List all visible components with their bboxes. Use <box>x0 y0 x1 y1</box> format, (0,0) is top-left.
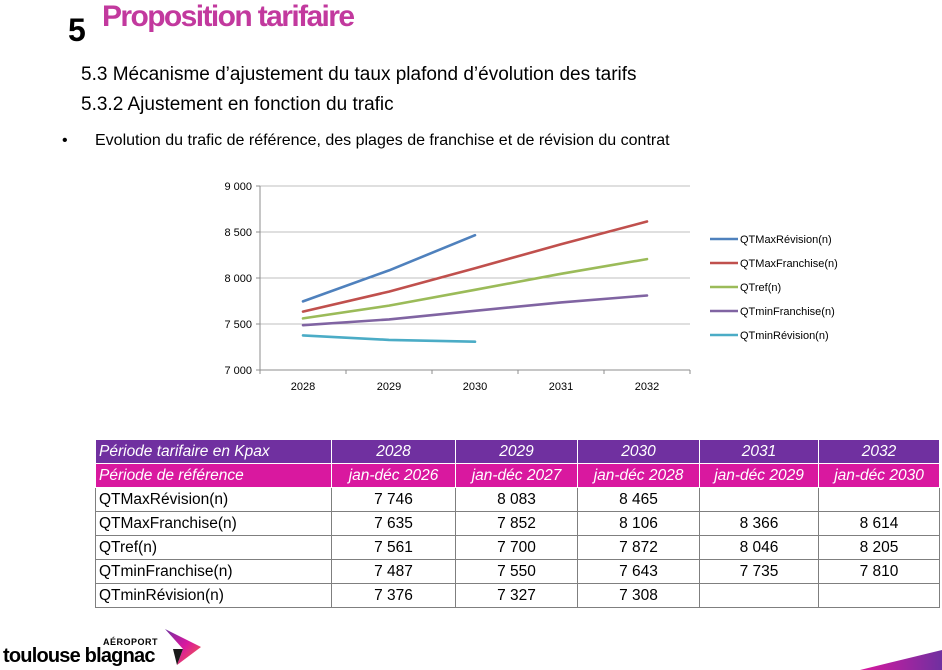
row-label: QTMaxRévision(n) <box>95 487 332 512</box>
table-cell: 7 327 <box>455 583 578 608</box>
legend-entry: QTMaxRévision(n) <box>740 234 832 246</box>
x-axis-tick-labels: 2028 2029 2030 2031 2032 <box>291 381 659 393</box>
table-cell <box>818 487 940 512</box>
series-line <box>301 257 649 320</box>
row-label: QTref(n) <box>95 535 332 560</box>
table-cell: 8 366 <box>699 511 819 536</box>
table-header-row-tariff-period: Période tarifaire en Kpax 2028 2029 2030… <box>95 439 940 464</box>
legend-entry: QTMaxFranchise(n) <box>740 258 838 270</box>
legend-entry: QTref(n) <box>740 282 781 294</box>
table-cell: 8 465 <box>577 487 700 512</box>
x-tick-label: 2032 <box>635 381 659 393</box>
table-cell: 7 700 <box>455 535 578 560</box>
x-tick-label: 2030 <box>463 381 487 393</box>
airport-logo-icon <box>165 629 201 665</box>
table-cell: 7 376 <box>331 583 456 608</box>
chart-series-lines <box>301 220 649 343</box>
table-cell <box>699 583 819 608</box>
bullet-text: Evolution du trafic de référence, des pl… <box>95 132 670 149</box>
table-cell <box>699 487 819 512</box>
table-cell: 7 308 <box>577 583 700 608</box>
table-cell: 8 083 <box>455 487 578 512</box>
x-tick-label: 2029 <box>377 381 401 393</box>
table-cell: 7 852 <box>455 511 578 536</box>
y-tick-label: 8 500 <box>224 227 252 239</box>
header-cell-period: jan-déc 2027 <box>455 463 578 488</box>
table-cell: 8 205 <box>818 535 940 560</box>
table-header-row-reference-period: Période de référence jan-déc 2026 jan-dé… <box>95 463 940 488</box>
row-label: QTMaxFranchise(n) <box>95 511 332 536</box>
header-cell-period: jan-déc 2028 <box>577 463 700 488</box>
series-line <box>301 233 477 303</box>
table-row: QTminFranchise(n) 7 487 7 550 7 643 7 73… <box>95 559 940 584</box>
row-label: QTminFranchise(n) <box>95 559 332 584</box>
table-cell: 7 735 <box>699 559 819 584</box>
series-line <box>301 294 649 327</box>
decorative-swoosh-icon <box>860 650 942 670</box>
table-row: QTMaxRévision(n) 7 746 8 083 8 465 <box>95 487 940 512</box>
header-cell-year: 2028 <box>331 439 456 464</box>
table-cell: 7 810 <box>818 559 940 584</box>
traffic-table: Période tarifaire en Kpax 2028 2029 2030… <box>95 439 940 608</box>
table-cell: 7 635 <box>331 511 456 536</box>
logo-wordmark: toulouse blagnac <box>3 645 155 667</box>
x-tick-label: 2028 <box>291 381 315 393</box>
y-tick-label: 7 500 <box>224 319 252 331</box>
x-tick-label: 2031 <box>549 381 573 393</box>
table-cell: 8 614 <box>818 511 940 536</box>
header-cell-year: 2031 <box>699 439 819 464</box>
table-cell: 7 550 <box>455 559 578 584</box>
header-cell-year: 2032 <box>818 439 940 464</box>
series-line <box>301 334 477 343</box>
header-cell-year: 2030 <box>577 439 700 464</box>
y-tick-label: 8 000 <box>224 273 252 285</box>
table-cell: 7 643 <box>577 559 700 584</box>
subtitle-subsection: 5.3.2 Ajustement en fonction du trafic <box>81 94 394 115</box>
header-cell-period: jan-déc 2029 <box>699 463 819 488</box>
logo-airport-label: AÉROPORT <box>103 637 159 647</box>
series-line <box>301 220 649 313</box>
table-cell: 7 746 <box>331 487 456 512</box>
chart-axes <box>256 185 691 374</box>
y-tick-label: 7 000 <box>224 365 252 377</box>
table-cell: 7 487 <box>331 559 456 584</box>
legend-entry: QTminFranchise(n) <box>740 306 835 318</box>
table-cell: 8 046 <box>699 535 819 560</box>
header-cell-reference-period: Période de référence <box>95 463 332 488</box>
header-cell-period: jan-déc 2026 <box>331 463 456 488</box>
table-cell: 8 106 <box>577 511 700 536</box>
legend-entry: QTminRévision(n) <box>740 330 829 342</box>
table-cell: 7 872 <box>577 535 700 560</box>
table-cell <box>818 583 940 608</box>
page-title: Proposition tarifaire <box>102 0 355 33</box>
header-cell-year: 2029 <box>455 439 578 464</box>
table-row: QTMaxFranchise(n) 7 635 7 852 8 106 8 36… <box>95 511 940 536</box>
table-row: QTref(n) 7 561 7 700 7 872 8 046 8 205 <box>95 535 940 560</box>
header-cell-period: jan-déc 2030 <box>818 463 940 488</box>
subtitle-section: 5.3 Mécanisme d’ajustement du taux plafo… <box>81 64 637 85</box>
chart-legend: QTMaxRévision(n) QTMaxFranchise(n) QTref(n… <box>710 234 838 342</box>
y-tick-label: 9 000 <box>224 181 252 193</box>
header-cell-tariff-period: Période tarifaire en Kpax <box>95 439 332 464</box>
section-number: 5 <box>68 12 86 48</box>
row-label: QTminRévision(n) <box>95 583 332 608</box>
table-row: QTminRévision(n) 7 376 7 327 7 308 <box>95 583 940 608</box>
table-cell: 7 561 <box>331 535 456 560</box>
y-axis-tick-labels: 7 000 7 500 8 000 8 500 9 000 <box>224 181 252 377</box>
bullet-icon: • <box>62 132 68 149</box>
